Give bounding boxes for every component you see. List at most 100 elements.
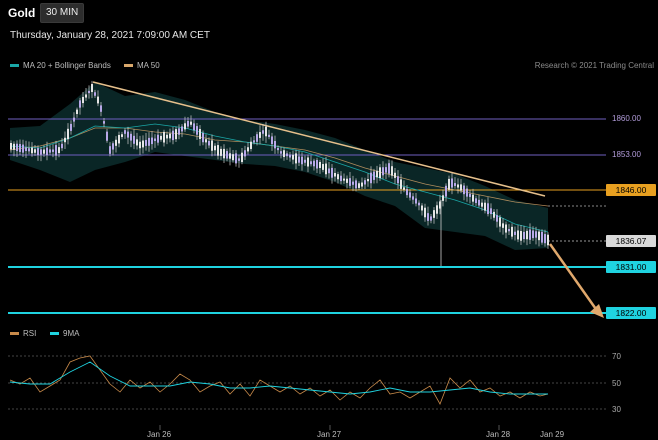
candle-body <box>391 166 393 176</box>
candle-body <box>34 149 36 153</box>
candle-body <box>211 140 213 151</box>
candle-body <box>274 140 276 149</box>
candle-body <box>307 157 309 167</box>
candle-body <box>532 230 534 239</box>
candle-body <box>241 152 243 162</box>
candle-body <box>67 128 69 140</box>
rsi-tick-30: 30 <box>612 405 621 414</box>
candle-body <box>388 163 390 174</box>
candle-body <box>490 208 492 215</box>
candle-body <box>205 139 207 143</box>
candle-body <box>526 230 528 240</box>
candle-body <box>496 215 498 222</box>
candle-body <box>409 192 411 198</box>
candle-body <box>328 168 330 174</box>
candle-body <box>115 139 117 146</box>
candle-body <box>343 178 345 181</box>
candle-body <box>415 198 417 204</box>
candle-body <box>286 153 288 157</box>
candle-body <box>319 162 321 168</box>
candle-body <box>220 148 222 156</box>
candle-body <box>46 147 48 156</box>
candle-body <box>541 231 543 243</box>
candle-body <box>475 198 477 203</box>
candle-body <box>91 84 93 92</box>
candle-body <box>478 199 480 206</box>
candle-body <box>406 188 408 196</box>
candle-body <box>268 134 270 137</box>
candle-body <box>22 144 24 153</box>
candle-body <box>400 179 402 189</box>
candle-body <box>517 230 519 240</box>
rsi-9ma-line <box>9 361 548 395</box>
candle-body <box>169 133 171 139</box>
candle-body <box>166 134 168 139</box>
candle-body <box>472 194 474 202</box>
candle-body <box>289 154 291 158</box>
candle-body <box>457 184 459 188</box>
candle-body <box>157 134 159 143</box>
candle-body <box>112 143 114 150</box>
candle-body <box>340 175 342 182</box>
candle-body <box>373 171 375 180</box>
candle-body <box>547 234 549 246</box>
last-price-box: 1836.07 <box>606 235 656 247</box>
candle-body <box>208 140 210 146</box>
candle-body <box>331 167 333 178</box>
legend-ma20: MA 20 + Bollinger Bands <box>10 61 111 70</box>
candle-body <box>487 203 489 215</box>
rsi-tick-70: 70 <box>612 352 621 361</box>
candle-body <box>163 131 165 143</box>
candle-body <box>76 109 78 115</box>
candle-body <box>316 159 318 169</box>
candle-body <box>511 226 513 237</box>
chart-timestamp: Thursday, January 28, 2021 7:09:00 AM CE… <box>10 30 210 41</box>
candle-body <box>145 139 147 146</box>
candle-body <box>310 161 312 165</box>
candle-body <box>43 149 45 154</box>
candle-body <box>235 153 237 164</box>
candle-body <box>370 172 372 184</box>
timeframe-button[interactable]: 30 MIN <box>40 3 85 23</box>
candle-body <box>442 195 444 201</box>
legend-ma50: MA 50 <box>124 61 160 70</box>
candle-body <box>361 182 363 187</box>
candle-body <box>238 158 240 161</box>
candle-body <box>283 150 285 157</box>
candle-body <box>154 138 156 141</box>
candle-body <box>535 231 537 238</box>
candle-body <box>253 140 255 143</box>
candle-body <box>313 160 315 167</box>
candle-body <box>397 176 399 184</box>
legend-swatch-9ma <box>50 332 59 335</box>
candle-body <box>436 205 438 214</box>
candle-body <box>544 234 546 244</box>
candle-body <box>136 139 138 146</box>
candle-body <box>352 181 354 185</box>
candle-body <box>97 96 99 104</box>
x-label-jan29: Jan 29 <box>540 430 565 439</box>
candle-body <box>94 92 96 96</box>
candle-body <box>244 150 246 157</box>
candle-body <box>358 183 360 188</box>
candle-body <box>109 146 111 154</box>
level-box-1846: 1846.00 <box>606 184 656 196</box>
candle-body <box>58 147 60 154</box>
rsi-line <box>9 355 549 405</box>
candle-body <box>250 141 252 149</box>
candle-body <box>172 130 174 141</box>
candle-body <box>133 135 135 144</box>
candle-body <box>103 121 105 124</box>
candle-body <box>538 231 540 241</box>
candle-body <box>466 188 468 197</box>
candle-body <box>322 164 324 170</box>
candle-body <box>271 136 273 145</box>
candle-body <box>298 156 300 163</box>
x-label-jan26: Jan 26 <box>147 430 172 439</box>
candle-body <box>217 145 219 156</box>
candle-body <box>106 131 108 141</box>
projection-arrowhead <box>590 304 604 318</box>
candle-body <box>13 143 15 150</box>
candle-body <box>418 202 420 206</box>
